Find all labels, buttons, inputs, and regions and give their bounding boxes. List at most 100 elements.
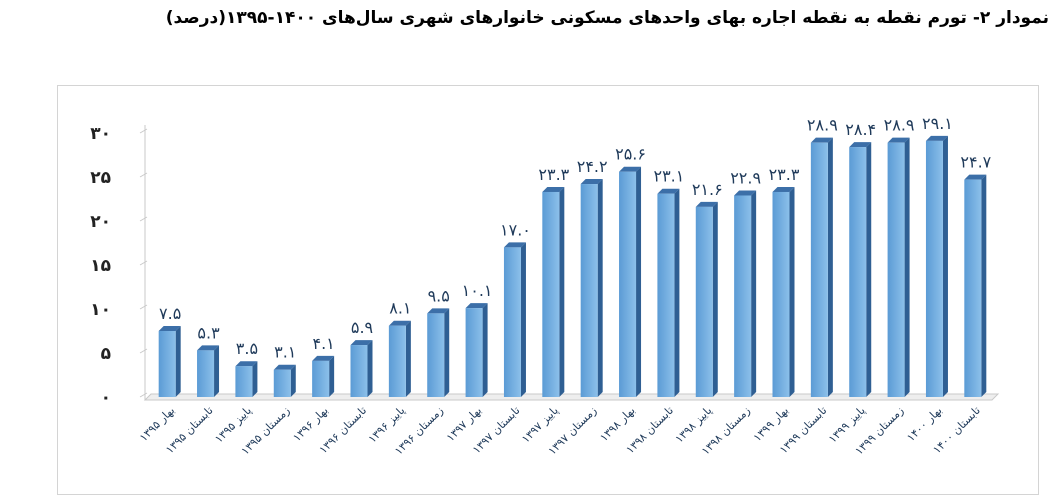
- bar: [389, 321, 411, 397]
- y-tick-label: ۱۵: [90, 256, 111, 276]
- data-label: ۳.۱: [274, 343, 296, 362]
- bar-front: [657, 194, 674, 397]
- data-label: ۲۸.۴: [845, 120, 876, 139]
- bar-front: [235, 366, 252, 397]
- bar: [235, 361, 257, 397]
- bar: [773, 187, 795, 397]
- data-label: ۲۲.۹: [730, 168, 761, 187]
- bar-side: [291, 365, 296, 397]
- y-tick-mark: [140, 393, 147, 397]
- y-tick-mark: [140, 261, 147, 265]
- data-label: ۴.۱: [312, 334, 334, 353]
- bar-side: [905, 138, 910, 397]
- bar: [657, 189, 679, 397]
- bar: [312, 356, 334, 397]
- bar-front: [504, 247, 521, 397]
- bar: [964, 175, 986, 397]
- data-label: ۲۴.۷: [960, 153, 991, 172]
- bar-side: [828, 138, 833, 397]
- chart-floor: [145, 394, 998, 400]
- bar-side: [713, 202, 718, 397]
- data-label: ۹.۵: [428, 286, 450, 305]
- bar-front: [773, 192, 790, 397]
- bar-side: [521, 242, 526, 397]
- data-label: ۸.۱: [389, 299, 411, 318]
- data-label: ۱۷.۰: [500, 220, 531, 239]
- bar: [351, 340, 373, 397]
- y-tick-mark: [140, 129, 147, 133]
- bar-front: [312, 361, 329, 397]
- data-label: ۵.۳: [197, 323, 220, 342]
- bar-front: [274, 370, 291, 397]
- bar-front: [542, 192, 559, 397]
- bar-side: [483, 303, 488, 397]
- bar: [274, 365, 296, 397]
- y-tick-mark: [140, 173, 147, 177]
- bar: [926, 136, 948, 397]
- bar-side: [790, 187, 795, 397]
- data-label: ۳.۵: [236, 339, 258, 358]
- y-tick-label: ۳۰: [90, 124, 111, 144]
- bar-front: [159, 331, 176, 397]
- bar-front: [888, 143, 905, 397]
- data-label: ۲۳.۳: [769, 165, 800, 184]
- data-label: ۲۳.۳: [538, 165, 569, 184]
- bar: [619, 167, 641, 397]
- bar: [159, 326, 181, 397]
- data-label: ۲۴.۲: [577, 157, 608, 176]
- bar-side: [252, 361, 257, 397]
- bar-side: [214, 345, 219, 397]
- bar-front: [964, 180, 981, 397]
- y-tick-label: ۲۵: [90, 168, 111, 188]
- bar: [542, 187, 564, 397]
- bar-front: [389, 326, 406, 397]
- bar: [888, 138, 910, 397]
- data-label: ۵.۹: [351, 318, 373, 337]
- data-label: ۱۰.۱: [462, 281, 493, 300]
- bar: [466, 303, 488, 397]
- bar: [427, 308, 449, 397]
- bar-front: [734, 195, 751, 397]
- y-tick-mark: [140, 305, 147, 309]
- bar-side: [598, 179, 603, 397]
- y-tick-label: ۲۰: [90, 212, 111, 232]
- bar-front: [466, 308, 483, 397]
- data-label: ۲۵.۶: [615, 145, 646, 164]
- bar-side: [674, 189, 679, 397]
- bar: [734, 190, 756, 397]
- bar-side: [406, 321, 411, 397]
- data-label: ۲۸.۹: [884, 116, 915, 135]
- bar: [811, 138, 833, 397]
- bar-front: [581, 184, 598, 397]
- y-tick-label: ۱۰: [90, 300, 111, 320]
- bar-side: [368, 340, 373, 397]
- bar-side: [751, 190, 756, 397]
- bar-side: [444, 308, 449, 397]
- data-label: ۲۳.۱: [653, 167, 684, 186]
- bar-front: [811, 143, 828, 397]
- bar-side: [176, 326, 181, 397]
- bar-front: [619, 172, 636, 397]
- bar-side: [329, 356, 334, 397]
- y-tick-mark: [140, 349, 147, 353]
- bar-side: [636, 167, 641, 397]
- bar: [581, 179, 603, 397]
- data-label: ۲۹.۱: [922, 114, 953, 133]
- bar-front: [849, 147, 866, 397]
- bar-side: [981, 175, 986, 397]
- y-tick-mark: [140, 217, 147, 221]
- bar-side: [943, 136, 948, 397]
- bar: [696, 202, 718, 397]
- bar-front: [351, 345, 368, 397]
- data-label: ۲۱.۶: [692, 180, 723, 199]
- bar: [504, 242, 526, 397]
- bar-side: [866, 142, 871, 397]
- bar-front: [197, 350, 214, 397]
- y-tick-label: ۵: [101, 344, 111, 364]
- bar-front: [696, 207, 713, 397]
- bar: [197, 345, 219, 397]
- bar-front: [926, 141, 943, 397]
- y-tick-label: ۰: [101, 388, 111, 408]
- data-label: ۲۸.۹: [807, 116, 838, 135]
